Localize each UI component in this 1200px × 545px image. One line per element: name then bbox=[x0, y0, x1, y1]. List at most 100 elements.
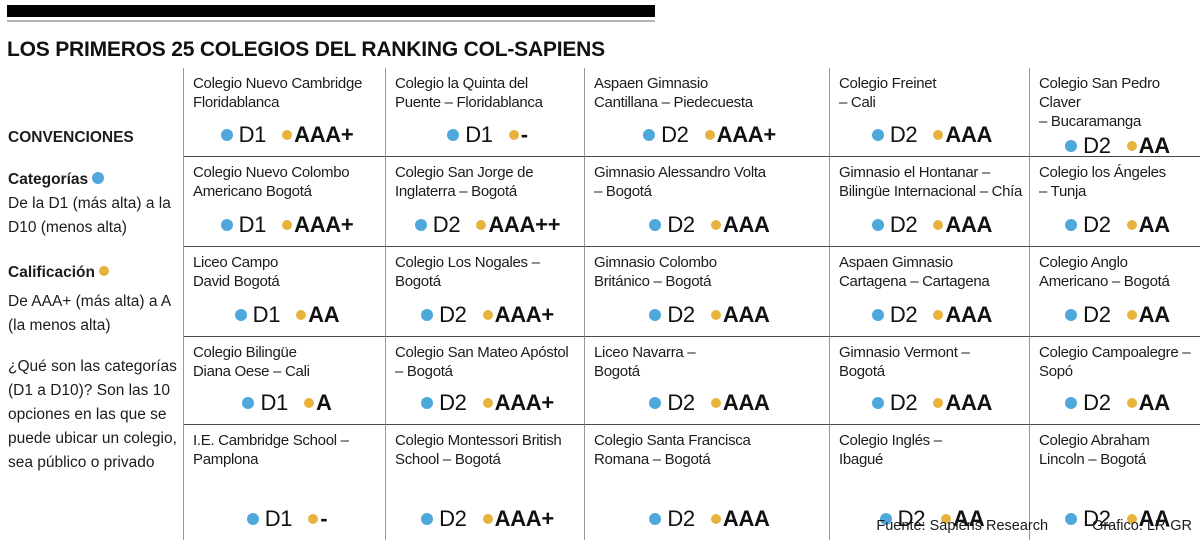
rating-dot-icon bbox=[296, 310, 307, 320]
school-name: I.E. Cambridge School – Pamplona bbox=[193, 432, 349, 468]
school-values: D1 AAA+ bbox=[193, 212, 381, 238]
school-cell: Liceo Campo David Bogotá D1 AA bbox=[184, 247, 385, 337]
rating-dot-icon bbox=[1126, 398, 1137, 408]
school-name: Colegio San Pedro Claver – Bucaramanga bbox=[1039, 75, 1160, 130]
rating-dot-icon bbox=[308, 514, 319, 524]
rating-value: - bbox=[520, 122, 528, 147]
rating-dot-icon bbox=[710, 310, 721, 320]
rating-dot-icon bbox=[482, 310, 493, 320]
rating-dot-icon bbox=[99, 266, 109, 277]
rating-value: AAA++ bbox=[488, 212, 561, 237]
category-dot-icon bbox=[1065, 397, 1078, 409]
school-name: Colegio Bilingüe Diana Oese – Cali bbox=[193, 344, 310, 380]
category-value: D1 bbox=[252, 302, 281, 327]
footer-credit: Grafico: LR-GR bbox=[1092, 518, 1192, 534]
rating-dot-icon bbox=[1126, 220, 1137, 230]
school-name: Colegio Santa Francisca Romana – Bogotá bbox=[594, 432, 751, 468]
school-name: Colegio Nuevo Colombo Americano Bogotá bbox=[193, 164, 350, 200]
category-dot-icon bbox=[871, 129, 884, 141]
category-value: D2 bbox=[889, 122, 918, 147]
category-value: D2 bbox=[1083, 302, 1111, 327]
rating-value: AAA+ bbox=[494, 302, 555, 327]
rating-dot-icon bbox=[933, 398, 944, 408]
category-value: D1 bbox=[465, 122, 493, 147]
school-values: D2 AAA+ bbox=[395, 506, 580, 532]
rating-value: AAA bbox=[945, 122, 993, 147]
school-cell: Colegio Campoalegre – Sopó D2 AA bbox=[1029, 337, 1200, 425]
category-dot-icon bbox=[220, 129, 233, 141]
rating-value: A bbox=[315, 390, 332, 415]
category-dot-icon bbox=[1065, 219, 1078, 231]
school-values: D2 AAA bbox=[594, 506, 825, 532]
category-value: D2 bbox=[889, 302, 918, 327]
category-value: D1 bbox=[238, 212, 267, 237]
top-bar-underline bbox=[7, 20, 655, 22]
rating-value: AAA+ bbox=[294, 122, 354, 147]
rating-dot-icon bbox=[282, 130, 293, 140]
rating-value: AAA bbox=[945, 212, 993, 237]
school-values: D2 AAA bbox=[839, 122, 1025, 148]
school-values: D2 AA bbox=[1039, 302, 1196, 328]
category-value: D2 bbox=[439, 506, 467, 531]
school-name: Colegio Anglo Americano – Bogotá bbox=[1039, 254, 1170, 290]
legend-categories-desc: De la D1 (más alta) a la D10 (menos alta… bbox=[8, 195, 171, 236]
rating-dot-icon bbox=[704, 130, 715, 140]
rating-value: AAA bbox=[722, 302, 770, 327]
rating-value: AA bbox=[308, 302, 340, 327]
rating-dot-icon bbox=[508, 130, 519, 140]
rating-value: AAA+ bbox=[494, 390, 555, 415]
footer-source: Fuente: Sapiens Research bbox=[876, 518, 1049, 534]
category-dot-icon bbox=[447, 129, 460, 141]
category-dot-icon bbox=[92, 172, 105, 185]
category-dot-icon bbox=[414, 219, 427, 231]
school-values: D2 AA bbox=[1039, 133, 1196, 159]
legend-note: ¿Qué son las categorías (D1 a D10)? Son … bbox=[8, 358, 177, 471]
school-values: D2 AAA bbox=[839, 390, 1025, 416]
school-cell: Colegio Nuevo Cambridge Floridablanca D1 A… bbox=[184, 68, 385, 157]
school-values: D2 AA bbox=[1039, 212, 1196, 238]
school-name: Liceo Campo David Bogotá bbox=[193, 254, 280, 290]
rating-dot-icon bbox=[710, 220, 721, 230]
rating-value: AA bbox=[1138, 302, 1170, 327]
rating-dot-icon bbox=[1126, 141, 1137, 151]
category-dot-icon bbox=[234, 309, 247, 321]
school-cell: Colegio Anglo Americano – Bogotá D2 AA bbox=[1029, 247, 1200, 337]
rating-dot-icon bbox=[933, 310, 944, 320]
school-values: D2 AAA bbox=[594, 302, 825, 328]
category-dot-icon bbox=[649, 309, 662, 321]
school-name: Gimnasio Vermont – Bogotá bbox=[839, 344, 970, 380]
school-values: D1 AAA+ bbox=[193, 122, 381, 148]
school-cell: Liceo Navarra – Bogotá D2 AAA bbox=[584, 337, 829, 425]
rating-dot-icon bbox=[710, 514, 721, 524]
school-cell: Aspaen Gimnasio Cartagena – Cartagena D2 A… bbox=[829, 247, 1029, 337]
school-name: Colegio Inglés – Ibagué bbox=[839, 432, 942, 468]
school-values: D2 AA bbox=[1039, 506, 1196, 532]
school-name: Colegio los Ángeles – Tunja bbox=[1039, 164, 1166, 200]
school-cell: Gimnasio Alessandro Volta – Bogotá D2 AAA bbox=[584, 157, 829, 247]
school-values: D1 A bbox=[193, 390, 381, 416]
rating-dot-icon bbox=[482, 514, 493, 524]
category-value: D2 bbox=[897, 506, 926, 531]
legend-rating-text: Calificación bbox=[8, 264, 95, 281]
category-value: D2 bbox=[661, 122, 689, 147]
category-value: D1 bbox=[260, 390, 288, 415]
rating-value: AAA bbox=[722, 212, 770, 237]
category-dot-icon bbox=[246, 513, 259, 525]
category-value: D2 bbox=[432, 212, 461, 237]
school-name: Aspaen Gimnasio Cartagena – Cartagena bbox=[839, 254, 990, 290]
school-cell: Colegio Freinet – Cali D2 AAA bbox=[829, 68, 1029, 157]
rating-dot-icon bbox=[933, 130, 944, 140]
category-dot-icon bbox=[1065, 513, 1078, 525]
rating-value: AAA bbox=[945, 302, 993, 327]
legend-categories-label: Categorías bbox=[8, 168, 105, 192]
school-name: Colegio Abraham Lincoln – Bogotá bbox=[1039, 432, 1150, 468]
category-dot-icon bbox=[421, 397, 434, 409]
school-values: D2 AAA bbox=[594, 390, 825, 416]
category-value: D2 bbox=[667, 302, 695, 327]
rating-value: AAA+ bbox=[294, 212, 354, 237]
category-dot-icon bbox=[643, 129, 656, 141]
rating-dot-icon bbox=[482, 398, 493, 408]
rating-dot-icon bbox=[1126, 310, 1137, 320]
school-name: Gimnasio el Hontanar – Bilingüe Internac… bbox=[839, 164, 1023, 200]
ranking-grid: Colegio Nuevo Cambridge Floridablanca D1 A… bbox=[183, 68, 1200, 540]
